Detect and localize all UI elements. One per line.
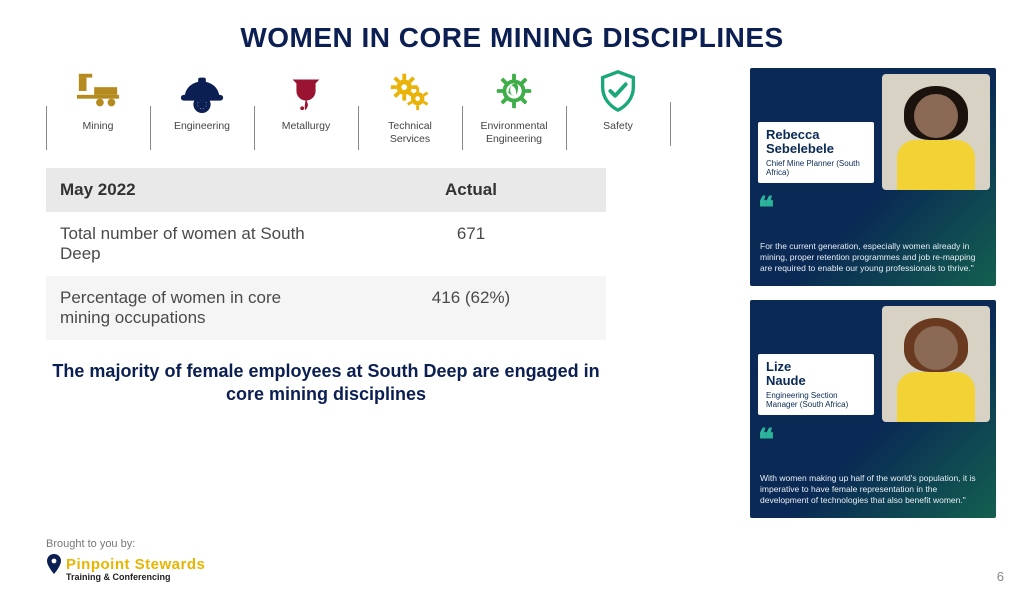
quote-icon: ❝ <box>758 423 774 458</box>
profile-name: LizeNaude <box>766 360 866 387</box>
discipline-item: TechnicalServices <box>358 68 462 150</box>
profile-photo <box>882 74 990 190</box>
discipline-label: TechnicalServices <box>388 120 432 146</box>
discipline-label: Engineering <box>174 120 230 146</box>
discipline-item: Safety <box>566 68 670 150</box>
profile-name: RebeccaSebelebele <box>766 128 866 155</box>
discipline-item: Engineering <box>150 68 254 150</box>
table-cell: Percentage of women in core mining occup… <box>46 276 336 340</box>
profile-role: Engineering Section Manager (South Afric… <box>766 391 866 409</box>
footer: Brought to you by: Pinpoint Stewards Tra… <box>46 538 205 582</box>
brand-subtitle: Training & Conferencing <box>66 572 171 582</box>
leafgear-icon <box>491 68 537 114</box>
discipline-row: Mining Engineering Metallurgy TechnicalS… <box>46 68 730 150</box>
profile-card: RebeccaSebelebele Chief Mine Planner (So… <box>750 68 996 286</box>
stats-table: May 2022 Actual Total number of women at… <box>46 168 606 340</box>
caption-text: The majority of female employees at Sout… <box>46 360 606 407</box>
table-cell: 671 <box>336 212 606 276</box>
profile-role: Chief Mine Planner (South Africa) <box>766 159 866 177</box>
crucible-icon <box>283 68 329 114</box>
shield-icon <box>595 68 641 114</box>
discipline-label: EnvironmentalEngineering <box>480 120 547 146</box>
discipline-label: Mining <box>83 120 114 146</box>
pin-icon <box>46 554 62 574</box>
discipline-item: Mining <box>46 68 150 150</box>
mining-icon <box>75 68 121 114</box>
table-cell: 416 (62%) <box>336 276 606 340</box>
quote-icon: ❝ <box>758 191 774 226</box>
profile-card: LizeNaude Engineering Section Manager (S… <box>750 300 996 518</box>
table-cell: Total number of women at South Deep <box>46 212 336 276</box>
discipline-item: EnvironmentalEngineering <box>462 68 566 150</box>
discipline-label: Safety <box>603 120 633 146</box>
hardhat-icon <box>179 68 225 114</box>
profile-photo <box>882 306 990 422</box>
discipline-label: Metallurgy <box>282 120 330 146</box>
discipline-item: Metallurgy <box>254 68 358 150</box>
profile-name-block: RebeccaSebelebele Chief Mine Planner (So… <box>758 122 874 183</box>
table-head-col1: May 2022 <box>46 168 336 212</box>
brand-name: Pinpoint Stewards <box>66 556 205 573</box>
gears-icon <box>387 68 433 114</box>
page-title: WOMEN IN CORE MINING DISCIPLINES <box>0 22 1024 54</box>
footer-label: Brought to you by: <box>46 538 205 550</box>
profile-quote: With women making up half of the world's… <box>760 473 986 506</box>
profile-quote: For the current generation, especially w… <box>760 241 986 274</box>
profile-name-block: LizeNaude Engineering Section Manager (S… <box>758 354 874 415</box>
table-head-col2: Actual <box>336 168 606 212</box>
page-number: 6 <box>997 569 1004 584</box>
